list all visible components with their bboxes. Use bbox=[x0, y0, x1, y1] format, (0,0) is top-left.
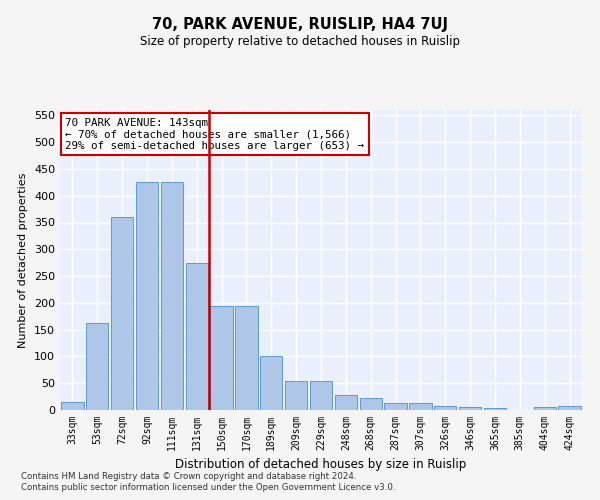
Text: Contains HM Land Registry data © Crown copyright and database right 2024.: Contains HM Land Registry data © Crown c… bbox=[21, 472, 356, 481]
Bar bbox=[533, 408, 556, 410]
Y-axis label: Number of detached properties: Number of detached properties bbox=[19, 172, 28, 348]
Text: 70, PARK AVENUE, RUISLIP, HA4 7UJ: 70, PARK AVENUE, RUISLIP, HA4 7UJ bbox=[152, 18, 448, 32]
Bar bbox=[235, 306, 257, 410]
Bar bbox=[86, 322, 109, 410]
X-axis label: Distribution of detached houses by size in Ruislip: Distribution of detached houses by size … bbox=[175, 458, 467, 471]
Bar bbox=[434, 406, 457, 410]
Bar bbox=[161, 182, 183, 410]
Bar bbox=[136, 182, 158, 410]
Bar bbox=[285, 380, 307, 410]
Bar bbox=[61, 402, 83, 410]
Bar bbox=[260, 356, 283, 410]
Bar bbox=[484, 408, 506, 410]
Bar bbox=[359, 398, 382, 410]
Bar bbox=[111, 217, 133, 410]
Text: Size of property relative to detached houses in Ruislip: Size of property relative to detached ho… bbox=[140, 35, 460, 48]
Text: Contains public sector information licensed under the Open Government Licence v3: Contains public sector information licen… bbox=[21, 483, 395, 492]
Bar bbox=[559, 406, 581, 410]
Text: 70 PARK AVENUE: 143sqm
← 70% of detached houses are smaller (1,566)
29% of semi-: 70 PARK AVENUE: 143sqm ← 70% of detached… bbox=[65, 118, 364, 150]
Bar bbox=[409, 402, 431, 410]
Bar bbox=[335, 395, 357, 410]
Bar bbox=[459, 408, 481, 410]
Bar bbox=[310, 380, 332, 410]
Bar bbox=[385, 402, 407, 410]
Bar bbox=[185, 262, 208, 410]
Bar bbox=[211, 306, 233, 410]
